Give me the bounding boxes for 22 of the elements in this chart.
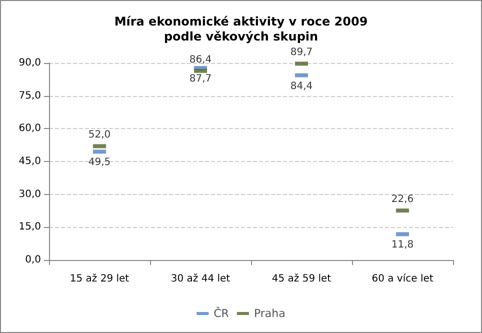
legend-label: ČR [214,306,230,320]
data-label: 49,5 [88,157,111,168]
legend-label: Praha [254,307,286,320]
data-label: 84,4 [290,80,313,92]
data-label: 22,6 [391,194,414,206]
data-label: 89,7 [290,47,313,58]
y-tick-label: 60,0 [18,123,41,134]
x-tick-label: 45 až 59 let [272,274,332,284]
y-tick-label: 30,0 [18,188,41,200]
x-tick-label: 15 až 29 let [70,274,130,284]
x-tick-label: 60 a více let [372,274,434,284]
chart-title: Míra ekonomické aktivity v roce 2009 podle věkových skupin [114,14,368,44]
y-tick-label: 75,0 [18,90,41,102]
data-label: 52,0 [88,130,111,141]
y-tick-label: 90,0 [18,58,41,68]
data-label: 87,7 [189,74,212,85]
y-tick-label: 0,0 [25,254,41,266]
data-label: 86,4 [189,54,212,66]
data-label: 11,8 [391,240,414,251]
y-tick-label: 45,0 [18,156,41,167]
x-tick-label: 30 až 44 let [170,274,230,284]
y-tick-label: 15,0 [18,222,41,233]
